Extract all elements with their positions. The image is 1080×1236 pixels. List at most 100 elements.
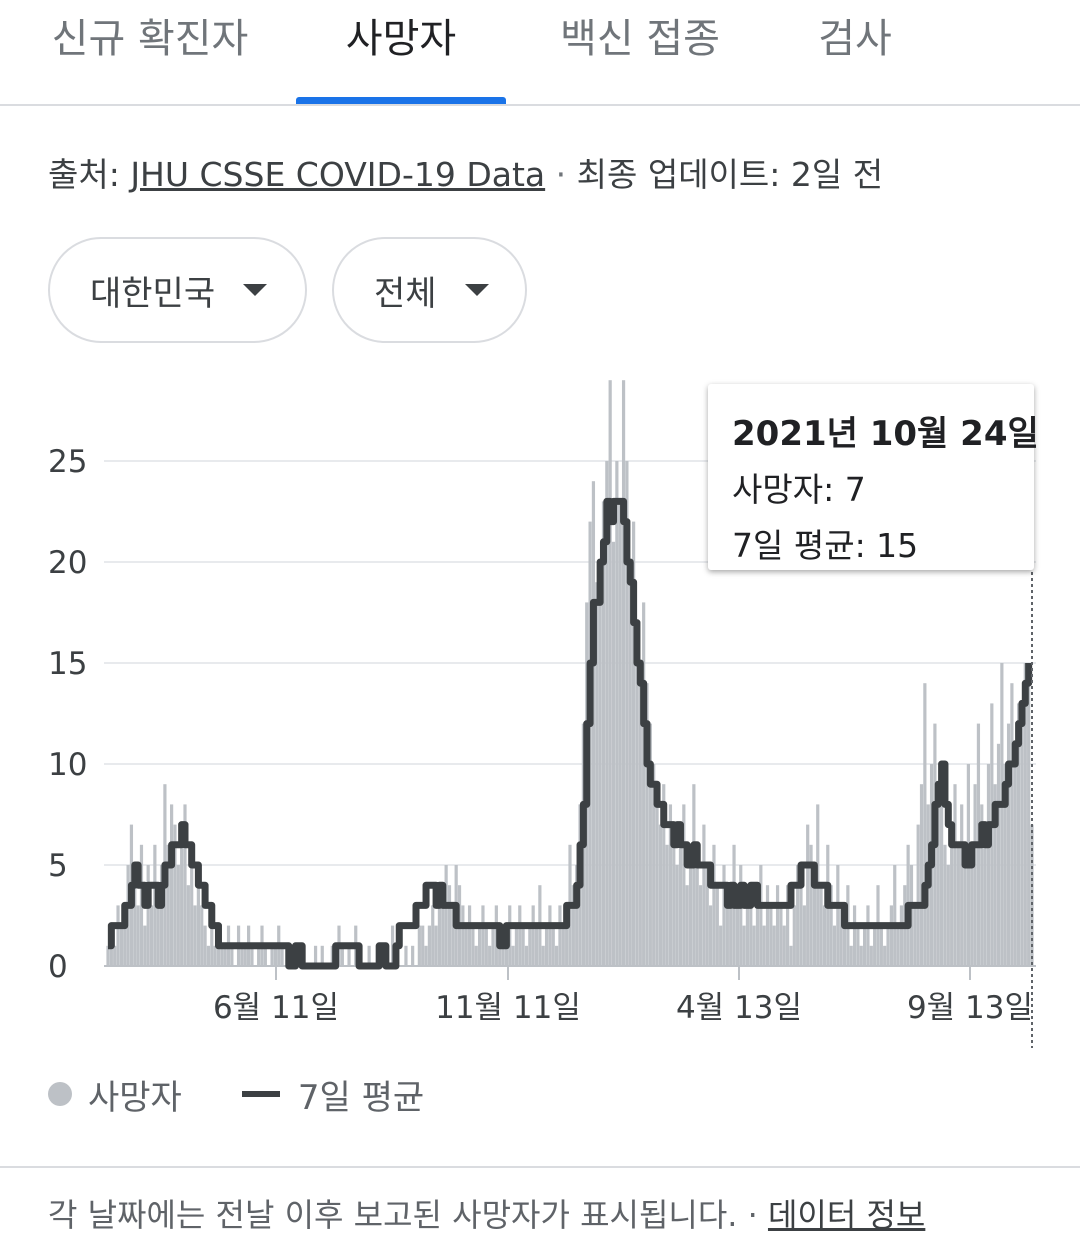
bar xyxy=(257,945,261,966)
bar xyxy=(775,885,780,966)
scope-dropdown[interactable]: 전체 xyxy=(332,237,527,343)
bar xyxy=(769,905,773,966)
bar xyxy=(1017,703,1021,966)
bar xyxy=(347,945,351,966)
bar xyxy=(1030,824,1034,966)
bar xyxy=(156,885,160,966)
legend-deaths-label: 사망자 xyxy=(88,1077,182,1118)
bar xyxy=(220,945,224,966)
bar xyxy=(735,905,739,966)
y-tick-label: 0 xyxy=(48,949,68,985)
bar xyxy=(411,945,415,966)
bar xyxy=(1023,663,1027,966)
bar xyxy=(170,804,174,966)
bar xyxy=(729,885,733,966)
bar xyxy=(956,844,960,966)
bar xyxy=(605,461,609,966)
bar xyxy=(655,804,659,966)
bar xyxy=(973,784,977,966)
bar xyxy=(558,905,562,966)
bar xyxy=(839,905,843,966)
bar xyxy=(176,865,180,966)
bar xyxy=(692,784,696,966)
bar xyxy=(899,905,904,966)
bar xyxy=(822,905,827,966)
bar xyxy=(273,945,277,966)
tab-vaccination[interactable]: 백신 접종 xyxy=(560,16,720,62)
bar xyxy=(501,945,505,966)
bar xyxy=(809,844,813,966)
bar xyxy=(431,905,435,966)
legend-average-label: 7일 평균 xyxy=(297,1077,425,1118)
bar xyxy=(106,945,110,966)
source-link[interactable]: JHU CSSE COVID-19 Data xyxy=(130,155,546,194)
bar xyxy=(879,925,883,966)
bar xyxy=(611,541,616,966)
bar xyxy=(484,925,488,966)
bar xyxy=(548,905,552,966)
bar xyxy=(511,945,515,966)
bar xyxy=(1027,683,1031,966)
chart-average-line xyxy=(107,497,1033,970)
bar xyxy=(551,925,555,966)
bar xyxy=(832,925,837,966)
bar xyxy=(320,945,324,966)
region-dropdown[interactable]: 대한민국 xyxy=(48,237,307,343)
y-tick-label: 20 xyxy=(48,545,87,581)
legend-average-swatch xyxy=(241,1091,280,1097)
bar xyxy=(1013,743,1017,966)
x-tick-label: 11월 11일 xyxy=(435,990,581,1026)
bar xyxy=(491,925,495,966)
bar xyxy=(886,925,890,966)
x-tick-label: 9월 13일 xyxy=(907,990,1033,1026)
bar xyxy=(159,865,164,966)
bar xyxy=(859,945,863,966)
bar xyxy=(638,663,642,966)
bar xyxy=(749,885,753,966)
bar xyxy=(765,885,770,966)
bar xyxy=(943,844,947,966)
bar xyxy=(243,945,247,966)
data-info-link[interactable]: 데이터 정보 xyxy=(767,1196,926,1234)
bar xyxy=(889,905,893,966)
deaths-chart[interactable]: 0 5 10 15 20 25 6월 11일 11월 11일 4월 13일 9월 13일 xyxy=(0,370,1080,1060)
bar xyxy=(481,905,485,966)
bar xyxy=(913,905,917,966)
footer-note: 각 날짜에는 전날 이후 보고된 사망자가 표시됩니다. xyxy=(48,1196,738,1234)
bar xyxy=(1000,663,1004,966)
bar xyxy=(565,905,569,966)
bar xyxy=(675,865,679,966)
bar xyxy=(755,905,760,966)
bar xyxy=(759,865,763,966)
bar xyxy=(893,865,897,966)
bar xyxy=(953,784,957,966)
bar xyxy=(648,723,652,966)
bar xyxy=(464,925,468,966)
bar xyxy=(116,905,120,966)
bar xyxy=(786,885,790,966)
bar xyxy=(313,945,318,966)
chevron-down-icon xyxy=(464,284,489,296)
chevron-down-icon xyxy=(243,284,268,296)
bar xyxy=(136,905,140,966)
bar xyxy=(280,945,284,966)
footer-separator: · xyxy=(737,1196,768,1234)
bar xyxy=(919,784,924,966)
tab-new-cases[interactable]: 신규 확진자 xyxy=(51,16,249,62)
bar xyxy=(695,844,699,966)
bar xyxy=(193,905,197,966)
bar xyxy=(183,804,187,966)
bar xyxy=(782,925,786,966)
bar xyxy=(662,784,666,966)
tab-deaths[interactable]: 사망자 xyxy=(345,16,457,62)
bar xyxy=(806,824,810,966)
bar xyxy=(668,804,673,966)
tab-testing[interactable]: 검사 xyxy=(818,16,892,62)
active-tab-indicator xyxy=(296,97,506,104)
bar xyxy=(996,743,1001,966)
bar xyxy=(230,945,234,966)
bar xyxy=(521,925,525,966)
bar xyxy=(223,945,227,966)
bar xyxy=(143,925,147,966)
bar xyxy=(983,824,987,966)
